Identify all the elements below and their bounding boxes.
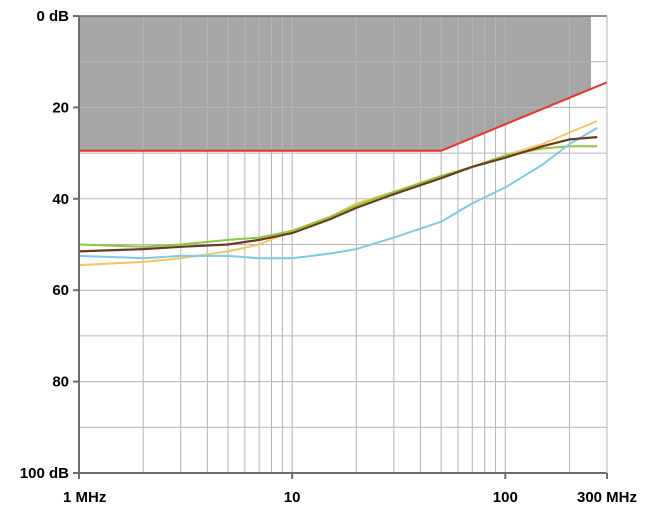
y-tick-label: 40: [52, 191, 69, 208]
axes: [73, 15, 608, 479]
series-line-3: [78, 145, 598, 248]
x-tick-label: 1 MHz: [63, 489, 106, 506]
series-line-4: [78, 127, 598, 260]
y-tick-label: 20: [52, 99, 69, 116]
shaded-area: [79, 16, 591, 151]
x-tick-label: 300 MHz: [577, 489, 637, 506]
x-tick-label: 10: [284, 489, 301, 506]
tick-labels: 0 dB 20 40 60 80 100 dB 1 MHz 10 100 300 MHz: [20, 8, 637, 506]
x-tick-label: 100: [493, 489, 518, 506]
y-tick-label: 80: [52, 374, 69, 391]
y-tick-label: 60: [52, 282, 69, 299]
series-line-5: [78, 136, 598, 253]
limit-shaded-area: [79, 16, 591, 151]
series-group: [78, 81, 608, 267]
series-line-1: [79, 81, 608, 152]
y-tick-label: 100 dB: [20, 465, 69, 482]
y-tick-label: 0 dB: [36, 8, 69, 25]
